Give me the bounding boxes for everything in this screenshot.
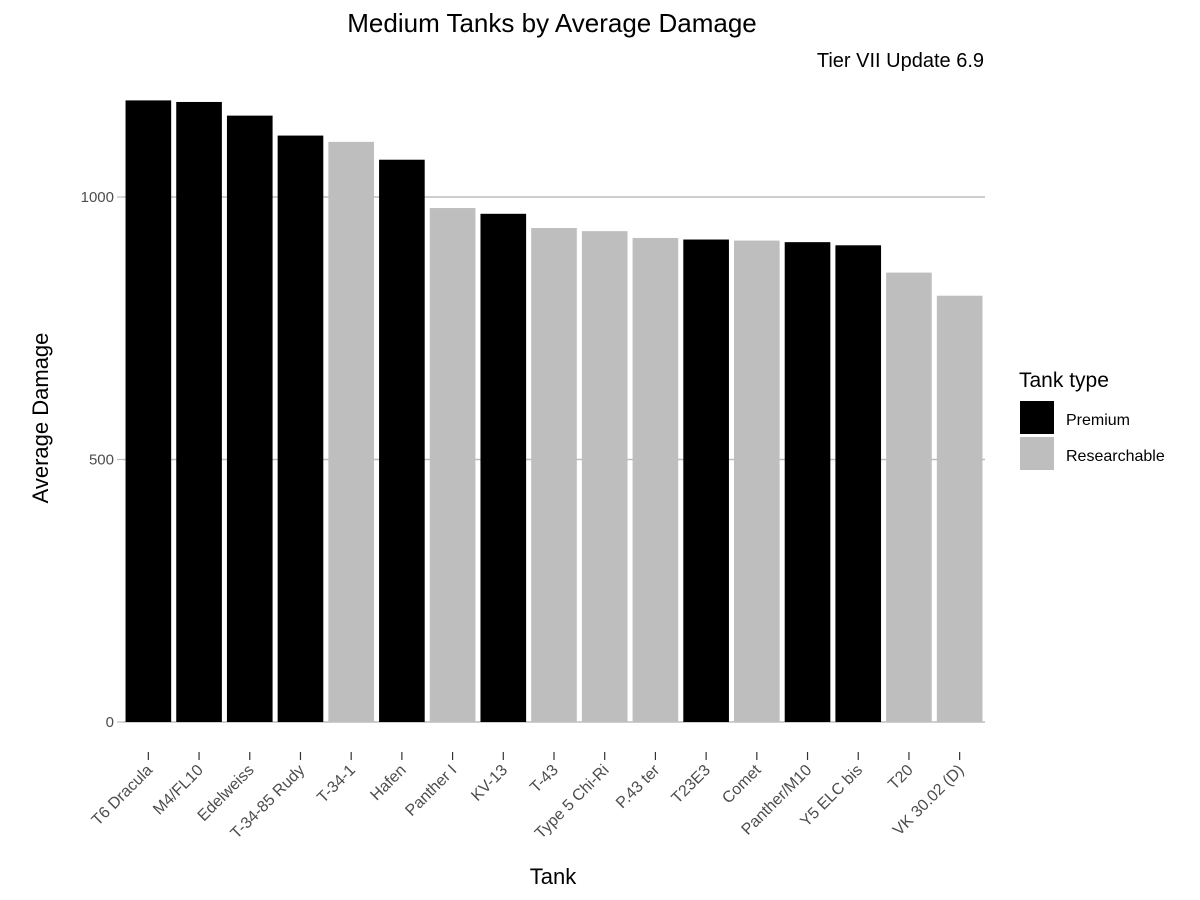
- x-tick-label: Panther I: [402, 762, 460, 820]
- x-tick-label: KV-13: [468, 762, 511, 805]
- bar: [429, 208, 476, 722]
- legend-label-premium: Premium: [1066, 412, 1130, 429]
- legend-swatch-premium: [1020, 401, 1054, 434]
- legend-label-researchable: Researchable: [1066, 448, 1165, 465]
- x-tick-label: T23E3: [669, 762, 714, 807]
- bar: [886, 272, 932, 722]
- bar: [328, 141, 374, 722]
- bar: [784, 242, 831, 722]
- x-tick-label: P.43 ter: [613, 761, 664, 812]
- x-tick-label: Hafen: [367, 762, 409, 804]
- x-tick-label: T-34-1: [314, 762, 359, 807]
- bar: [581, 231, 628, 722]
- chart-subtitle: Tier VII Update 6.9: [817, 50, 984, 72]
- x-axis-title: Tank: [530, 864, 577, 889]
- bar: [734, 240, 780, 722]
- bar: [226, 115, 273, 722]
- y-tick-label: 1000: [81, 189, 114, 206]
- y-axis-title: Average Damage: [28, 333, 53, 504]
- bar: [125, 100, 172, 722]
- bar: [683, 239, 729, 722]
- y-tick-label: 0: [106, 714, 114, 731]
- x-tick-label: T6 Dracula: [89, 762, 156, 829]
- y-axis: 0 500 1000: [81, 189, 123, 731]
- x-tick-label: Comet: [719, 761, 765, 807]
- bar: [936, 295, 983, 722]
- x-tick-label: T20: [885, 762, 917, 794]
- bar: [632, 237, 679, 722]
- y-tick-label: 500: [89, 452, 114, 469]
- bar: [379, 159, 425, 723]
- x-tick-label: T-43: [527, 762, 562, 797]
- legend-title: Tank type: [1019, 369, 1109, 392]
- bars: [125, 100, 983, 723]
- chart-title: Medium Tanks by Average Damage: [347, 8, 757, 38]
- bar: [835, 245, 882, 723]
- bar: [277, 135, 324, 722]
- bar: [176, 101, 222, 723]
- legend: Tank type Premium Researchable: [1019, 369, 1165, 470]
- bar: [480, 213, 527, 723]
- bar: [531, 227, 577, 722]
- legend-swatch-researchable: [1020, 437, 1054, 470]
